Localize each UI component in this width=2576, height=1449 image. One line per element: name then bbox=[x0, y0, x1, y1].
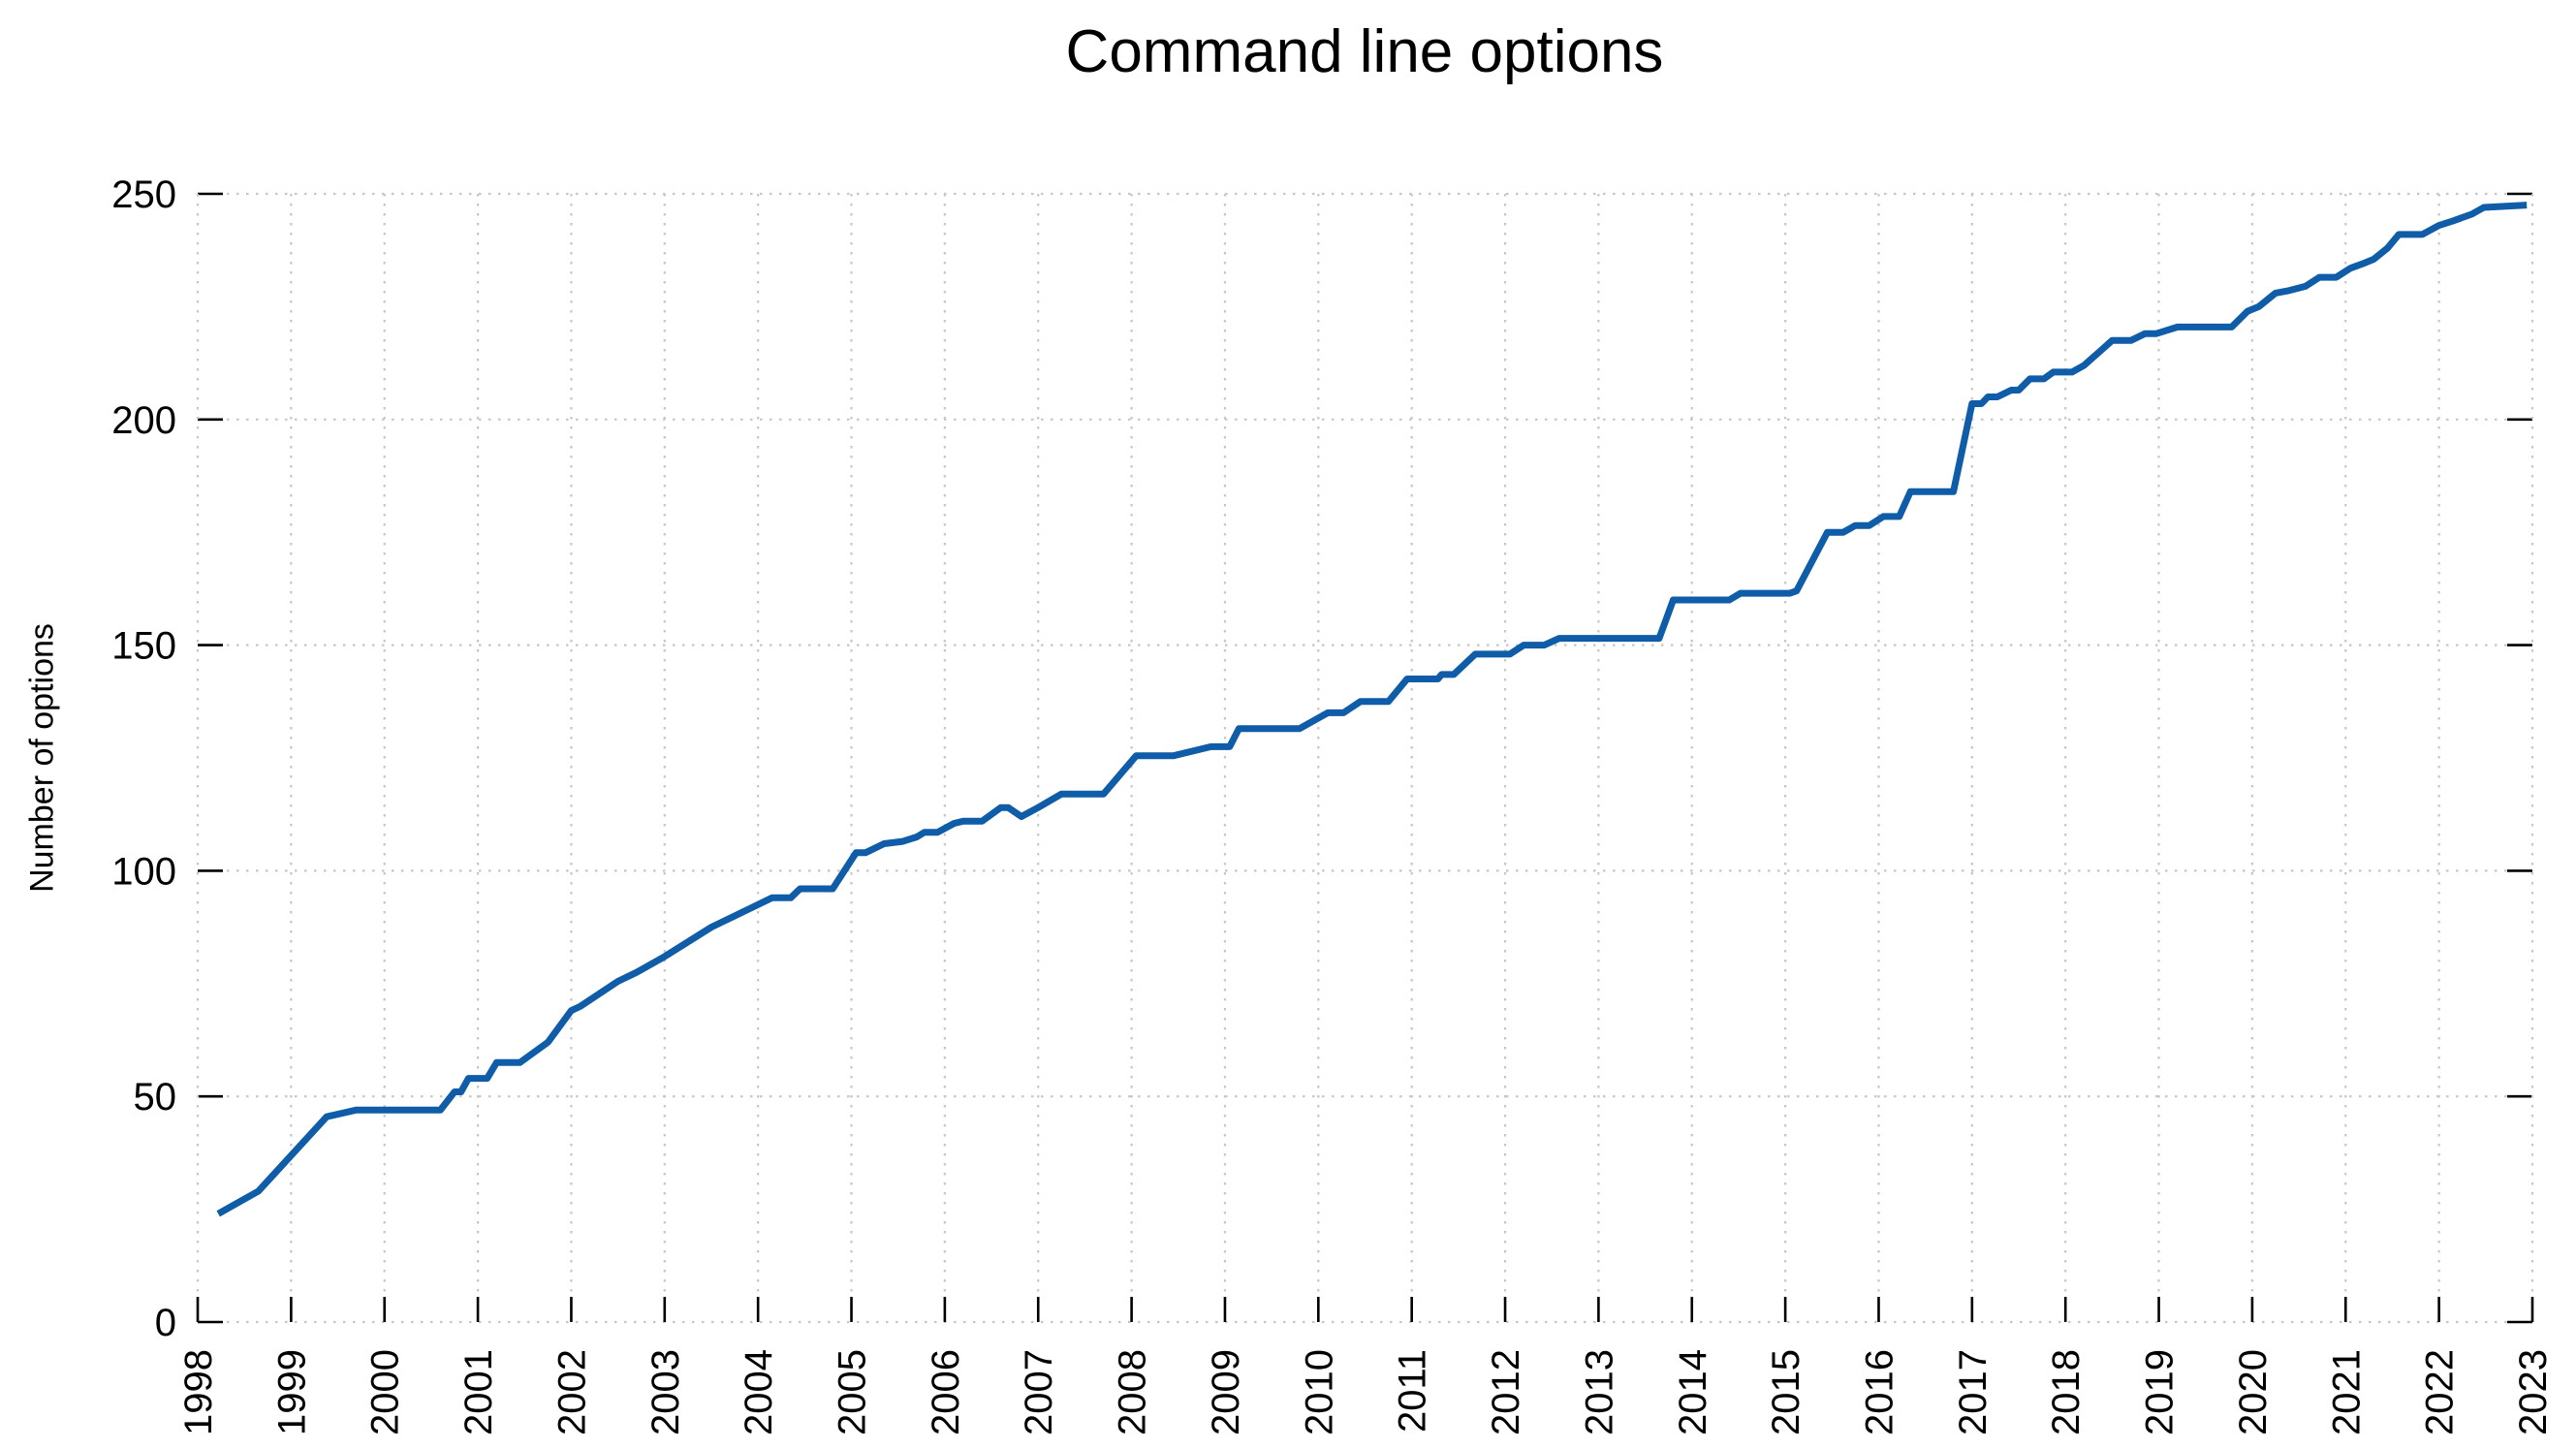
x-tick-label: 2018 bbox=[2045, 1349, 2088, 1435]
x-tick-label: 2019 bbox=[2139, 1349, 2182, 1435]
x-tick-label: 2015 bbox=[1765, 1349, 1807, 1435]
x-tick-label: 1998 bbox=[177, 1349, 220, 1435]
y-tick-label: 200 bbox=[111, 399, 176, 442]
x-tick-label: 2002 bbox=[550, 1349, 593, 1435]
chart-title: Command line options bbox=[1065, 18, 1664, 85]
x-tick-label: 2017 bbox=[1952, 1349, 1995, 1435]
x-tick-label: 2020 bbox=[2232, 1349, 2275, 1435]
x-tick-label: 2010 bbox=[1298, 1349, 1340, 1435]
x-tick-label: 2007 bbox=[1018, 1349, 1060, 1435]
x-tick-label: 2016 bbox=[1858, 1349, 1901, 1435]
x-tick-label: 2000 bbox=[364, 1349, 407, 1435]
x-tick-label: 2005 bbox=[832, 1349, 874, 1435]
x-tick-label: 2011 bbox=[1392, 1349, 1434, 1433]
x-tick-label: 2021 bbox=[2325, 1349, 2368, 1435]
y-tick-label: 50 bbox=[134, 1076, 177, 1118]
x-tick-label: 2006 bbox=[925, 1349, 967, 1435]
x-tick-label: 2013 bbox=[1578, 1349, 1620, 1435]
x-tick-label: 2004 bbox=[738, 1349, 780, 1435]
series-line bbox=[216, 202, 2528, 1217]
x-tick-label: 2022 bbox=[2419, 1349, 2462, 1435]
x-tick-label: 2009 bbox=[1205, 1349, 1247, 1435]
x-tick-label: 1999 bbox=[270, 1349, 313, 1435]
y-tick-label: 100 bbox=[111, 850, 176, 893]
x-tick-label: 2008 bbox=[1112, 1349, 1154, 1435]
x-tick-label: 2014 bbox=[1672, 1349, 1714, 1435]
y-tick-label: 250 bbox=[111, 173, 176, 216]
x-tick-label: 2012 bbox=[1485, 1349, 1527, 1435]
x-tick-label: 2003 bbox=[644, 1349, 687, 1435]
x-tick-label: 2001 bbox=[457, 1349, 500, 1435]
x-tick-label: 2023 bbox=[2512, 1349, 2555, 1435]
y-tick-label: 0 bbox=[155, 1302, 176, 1344]
y-tick-label: 150 bbox=[111, 625, 176, 668]
